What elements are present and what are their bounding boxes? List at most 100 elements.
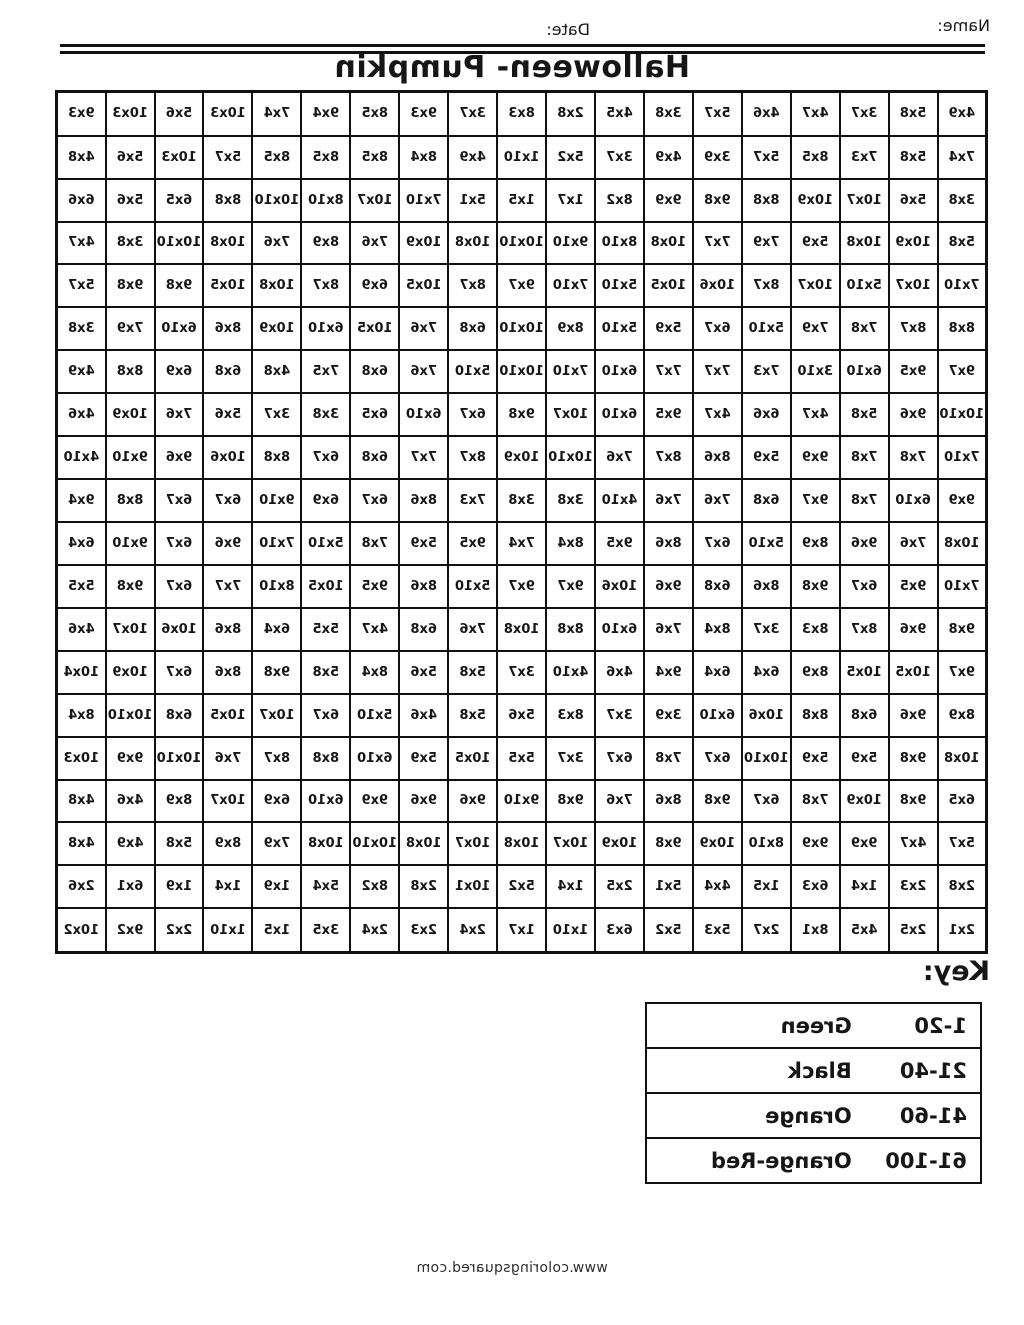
grid-cell: 7x10 bbox=[937, 564, 987, 608]
grid-cell: 9x8 bbox=[888, 736, 938, 780]
grid-cell: 10x7 bbox=[203, 779, 253, 823]
grid-cell: 4x9 bbox=[643, 135, 693, 179]
grid-cell: 8x7 bbox=[643, 436, 693, 480]
grid-cell: 8x8 bbox=[790, 693, 840, 737]
grid-cell: 8x6 bbox=[643, 779, 693, 823]
grid-cell: 10x9 bbox=[399, 221, 449, 265]
grid-cell: 3x5 bbox=[301, 908, 351, 953]
grid-cell: 4x7 bbox=[692, 393, 742, 437]
grid-cell: 7x10 bbox=[546, 350, 595, 394]
grid-cell: 9x8 bbox=[692, 779, 742, 823]
grid-cell: 8x8 bbox=[546, 607, 595, 651]
grid-cell: 6x8 bbox=[203, 350, 253, 394]
grid-cell: 6x10 bbox=[399, 393, 449, 437]
grid-cell: 4x10 bbox=[595, 479, 644, 522]
key-range: 61-100 bbox=[853, 1138, 981, 1183]
grid-cell: 5x8 bbox=[301, 650, 351, 694]
grid-cell: 8x8 bbox=[937, 307, 987, 351]
grid-cell: 10x7 bbox=[546, 822, 595, 866]
grid-cell: 8x5 bbox=[790, 135, 840, 179]
grid-cell: 3x10 bbox=[790, 350, 840, 394]
grid-cell: 8x9 bbox=[546, 307, 595, 351]
grid-cell: 10x2 bbox=[56, 908, 106, 953]
grid-cell: 7x4 bbox=[937, 135, 987, 179]
grid-cell: 3x7 bbox=[741, 607, 791, 651]
grid-row: 10x8 9x8 5x9 5x9 10x10 6x7 7x8 6x7 3x7 5x5 10x5 5x9… bbox=[56, 736, 987, 780]
grid-row: 9x7 10x5 10x5 8x9 6x4 6x4 9x4 4x6 4x10 3x7 5x8 5x6 8… bbox=[56, 650, 987, 694]
grid-cell: 3x8 bbox=[301, 393, 351, 437]
grid-cell: 9x7 bbox=[937, 650, 987, 694]
grid-cell: 3x8 bbox=[546, 479, 595, 522]
grid-row: 10x10 9x6 5x8 4x7 6x6 4x7 9x5 6x10 10x7 9x8 6x7 6x1… bbox=[56, 393, 987, 437]
grid-cell: 7x5 bbox=[301, 350, 351, 394]
grid-cell: 10x9 bbox=[105, 650, 155, 694]
grid-cell: 10x6 bbox=[692, 264, 742, 308]
grid-cell: 6x1 bbox=[105, 865, 155, 909]
grid-cell: 7x7 bbox=[399, 436, 449, 480]
grid-cell: 3x8 bbox=[643, 91, 693, 136]
grid-cell: 4x6 bbox=[56, 393, 106, 437]
key-range: 1-20 bbox=[853, 1003, 981, 1048]
grid-cell: 5x5 bbox=[301, 607, 351, 651]
grid-cell: 5x4 bbox=[301, 865, 351, 909]
grid-cell: 6x7 bbox=[692, 736, 742, 780]
grid-cell: 8x3 bbox=[546, 693, 595, 737]
grid-cell: 8x6 bbox=[203, 650, 253, 694]
grid-cell: 9x5 bbox=[350, 564, 400, 608]
key-row: 1-20 Green bbox=[646, 1003, 981, 1048]
key-color-name: Orange bbox=[646, 1093, 854, 1138]
grid-cell: 10x7 bbox=[252, 693, 302, 737]
grid-cell: 8x3 bbox=[497, 91, 547, 136]
grid-cell: 6x8 bbox=[692, 564, 742, 608]
grid-cell: 6x7 bbox=[154, 521, 204, 565]
grid-cell: 1x4 bbox=[839, 865, 889, 909]
grid-cell: 5x2 bbox=[643, 908, 693, 953]
grid-cell: 4x7 bbox=[790, 393, 840, 437]
grid-cell: 9x8 bbox=[546, 779, 595, 823]
grid-cell: 5x8 bbox=[937, 221, 987, 265]
grid-cell: 10x9 bbox=[692, 822, 742, 866]
grid-cell: 9x8 bbox=[105, 564, 155, 608]
grid-cell: 6x9 bbox=[154, 350, 204, 394]
grid-cell: 9x9 bbox=[790, 436, 840, 480]
grid-cell: 10x5 bbox=[301, 564, 351, 608]
grid-cell: 4x10 bbox=[546, 650, 595, 694]
grid-cell: 6x4 bbox=[692, 650, 742, 694]
grid-cell: 6x7 bbox=[154, 564, 204, 608]
grid-cell: 7x9 bbox=[252, 822, 302, 866]
grid-cell: 8x7 bbox=[252, 736, 302, 780]
grid-cell: 9x8 bbox=[643, 822, 693, 866]
grid-cell: 7x6 bbox=[692, 479, 742, 522]
grid-cell: 5x10 bbox=[448, 350, 498, 394]
grid-cell: 7x6 bbox=[888, 521, 938, 565]
grid-cell: 8x7 bbox=[839, 607, 889, 651]
grid-row: 2x8 2x3 1x4 6x3 1x5 4x4 5x1 2x5 1x4 5x2 10x1 2x8 8x2… bbox=[56, 865, 987, 909]
grid-cell: 9x10 bbox=[252, 479, 302, 522]
grid-cell: 2x6 bbox=[56, 865, 106, 909]
grid-cell: 1x7 bbox=[497, 908, 547, 953]
grid-cell: 9x7 bbox=[497, 564, 547, 608]
grid-row: 9x8 9x6 8x7 8x3 3x7 8x4 7x6 6x10 8x8 10x8 7x6 6x8 4x… bbox=[56, 607, 987, 651]
grid-cell: 7x7 bbox=[643, 350, 693, 394]
grid-cell: 6x10 bbox=[350, 736, 400, 780]
grid-cell: 8x5 bbox=[252, 135, 302, 179]
grid-cell: 7x4 bbox=[497, 521, 547, 565]
grid-cell: 5x10 bbox=[741, 307, 791, 351]
grid-cell: 10x8 bbox=[937, 736, 987, 780]
grid-cell: 3x8 bbox=[56, 307, 106, 351]
grid-cell: 8x8 bbox=[301, 736, 351, 780]
date-label: Date: bbox=[546, 20, 590, 39]
grid-cell: 6x8 bbox=[741, 479, 791, 522]
grid-cell: 7x9 bbox=[790, 307, 840, 351]
grid-cell: 5x7 bbox=[203, 135, 253, 179]
grid-cell: 10x6 bbox=[203, 436, 253, 480]
grid-cell: 8x10 bbox=[252, 564, 302, 608]
grid-cell: 8x6 bbox=[399, 479, 449, 522]
grid-cell: 5x10 bbox=[448, 564, 498, 608]
name-label: Name: bbox=[937, 16, 990, 35]
grid-row: 4x9 5x8 3x7 4x7 4x6 5x7 3x8 4x5 2x8 8x3 3x7 9x3 8x5 9… bbox=[56, 91, 987, 136]
grid-cell: 8x5 bbox=[301, 135, 351, 179]
grid-cell: 1x9 bbox=[252, 865, 302, 909]
grid-cell: 7x6 bbox=[203, 736, 253, 780]
grid-cell: 7x7 bbox=[203, 564, 253, 608]
